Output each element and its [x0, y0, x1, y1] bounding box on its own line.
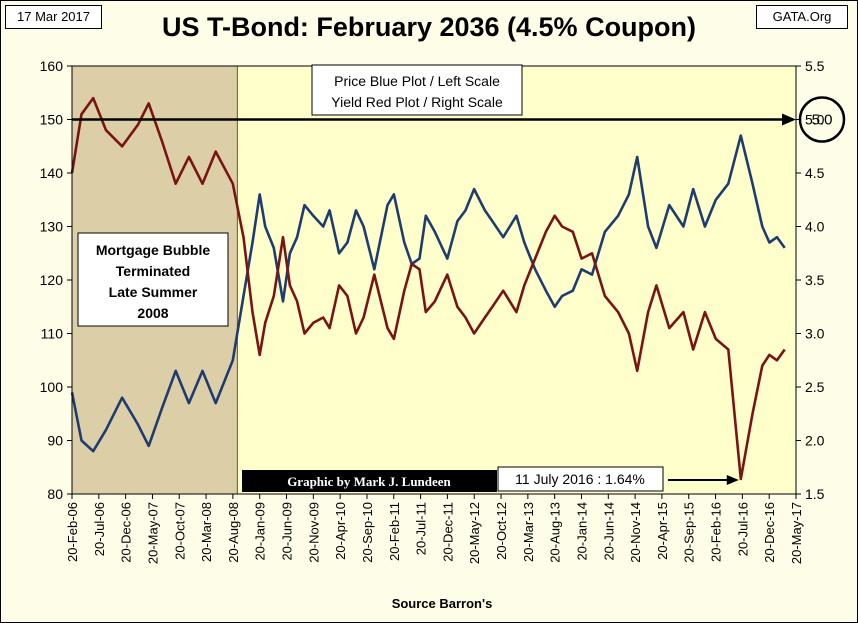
- x-tick-label: 20-Oct-07: [172, 502, 187, 560]
- left-tick-label: 100: [40, 379, 64, 395]
- x-tick-label: 20-Feb-06: [65, 502, 80, 562]
- x-tick-label: 20-Dec-16: [762, 502, 777, 563]
- series-lines: [70, 96, 786, 481]
- x-tick-label: 20-Dec-06: [119, 502, 134, 563]
- x-tick-label: 20-May-07: [145, 502, 160, 564]
- credit-strip: [242, 470, 497, 492]
- left-axis: 80 90 100 110 120 130 140 150 160: [40, 58, 72, 502]
- x-axis: 20-Feb-06 20-Jul-06 20-Dec-06 20-May-07 20-O…: [65, 494, 804, 564]
- x-tick-label: 20-Nov-09: [306, 502, 321, 563]
- right-tick-label: 2.5: [805, 379, 825, 395]
- x-tick-label: 20-Oct-12: [494, 502, 509, 560]
- shaded-label-line-2: Terminated: [116, 263, 190, 279]
- series-line-price: [70, 134, 786, 453]
- x-tick-label: 20-May-17: [789, 502, 804, 564]
- left-tick-label: 80: [47, 486, 63, 502]
- x-tick-label: 20-Feb-11: [387, 502, 402, 561]
- date-label: 17 Mar 2017: [5, 5, 102, 29]
- circled-level-marker: [798, 96, 846, 143]
- x-tick-label: 20-Sep-15: [682, 502, 697, 563]
- left-tick-label: 150: [40, 112, 64, 128]
- x-tick-label: 20-Jul-06: [92, 502, 107, 556]
- left-tick-label: 140: [40, 165, 64, 181]
- x-tick-label: 20-Aug-08: [226, 502, 241, 563]
- low-callout-box: [497, 466, 664, 492]
- reference-arrow-head: [782, 113, 796, 126]
- left-tick-label: 160: [40, 58, 64, 74]
- right-tick-label: 5.0: [805, 112, 825, 128]
- shaded-region-label-box: [77, 232, 229, 327]
- series-line-yield: [70, 96, 786, 481]
- right-tick-label: 2.0: [805, 433, 825, 449]
- low-callout-arrow-head: [726, 475, 739, 485]
- x-tick-label: 20-Sep-10: [360, 502, 375, 563]
- x-tick-label: 20-Feb-16: [709, 502, 724, 562]
- x-tick-label: 20-Aug-13: [548, 502, 563, 563]
- x-tick-label: 20-Jul-16: [735, 502, 750, 556]
- chart-title: US T-Bond: February 2036 (4.5% Coupon): [161, 12, 697, 42]
- left-tick-label: 120: [40, 272, 64, 288]
- x-tick-label: 20-Jan-09: [253, 502, 268, 561]
- right-tick-label: 3.0: [805, 326, 825, 342]
- right-tick-label: 4.0: [805, 219, 825, 235]
- x-tick-label: 20-Jul-11: [414, 502, 429, 555]
- right-tick-label: 4.5: [805, 165, 825, 181]
- shaded-label-line-4: 2008: [137, 305, 168, 321]
- circled-level-text: 5.0: [812, 112, 833, 129]
- low-callout-text: 11 July 2016 : 1.64%: [515, 471, 645, 487]
- shaded-label-line-1: Mortgage Bubble: [96, 242, 211, 258]
- x-tick-label: 20-Nov-14: [628, 502, 643, 563]
- credit-text: Graphic by Mark J. Lundeen: [287, 474, 451, 489]
- x-tick-label: 20-Apr-10: [333, 502, 348, 560]
- x-tick-label: 20-Jan-14: [574, 502, 589, 561]
- left-tick-label: 130: [40, 219, 64, 235]
- x-tick-label: 20-Mar-13: [521, 502, 536, 562]
- x-tick-label: 20-May-12: [467, 502, 482, 564]
- x-tick-label: 20-Mar-08: [199, 502, 214, 562]
- x-tick-label: 20-Jun-09: [280, 502, 295, 561]
- shaded-label-line-3: Late Summer: [109, 284, 198, 300]
- x-tick-label: 20-Dec-11: [440, 502, 455, 562]
- legend-line-2: Yield Red Plot / Right Scale: [331, 94, 503, 110]
- left-tick-label: 90: [47, 433, 63, 449]
- left-tick-label: 110: [41, 326, 64, 342]
- x-tick-label: 20-Jun-14: [601, 502, 616, 561]
- source-label: GATA.Org: [756, 5, 848, 29]
- x-axis-label: Source Barron's: [392, 596, 493, 611]
- x-tick-label: 20-Apr-15: [655, 502, 670, 560]
- legend-line-1: Price Blue Plot / Left Scale: [334, 73, 500, 89]
- right-tick-label: 1.5: [805, 486, 825, 502]
- right-tick-label: 5.5: [805, 58, 825, 74]
- legend-box: [311, 64, 523, 116]
- right-axis: 1.5 2.0 2.5 3.0 3.5 4.0 4.5 5.0 5.5: [796, 58, 825, 502]
- right-tick-label: 3.5: [805, 272, 825, 288]
